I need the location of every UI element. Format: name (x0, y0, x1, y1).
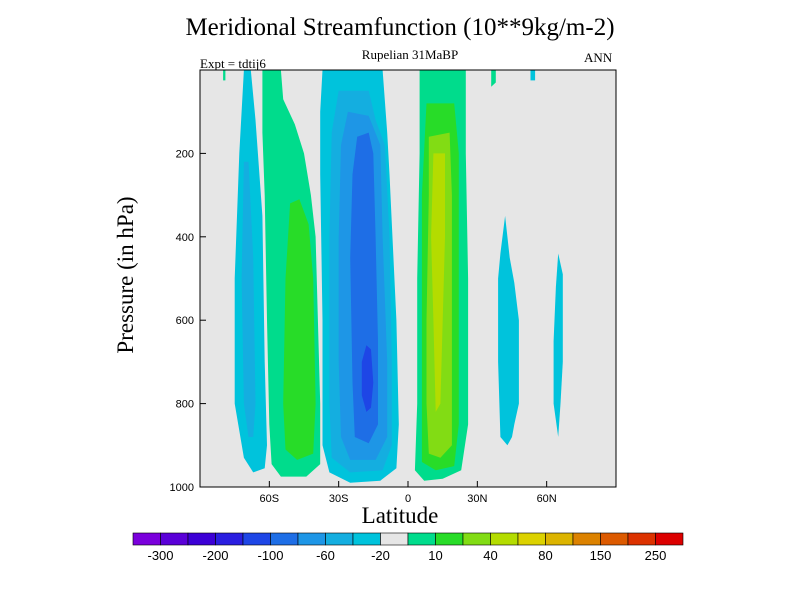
colorbar: -300 -200 -100 -60 -20 10 40 80 150 250 (132, 532, 684, 563)
y-tick-label: 1000 (170, 482, 194, 494)
y-tick-label: 800 (176, 399, 194, 411)
colorbar-label: 80 (538, 548, 552, 563)
colorbar-swatch (655, 532, 684, 546)
colorbar-label: -100 (257, 548, 283, 563)
colorbar-swatch (242, 532, 271, 546)
x-tick-label: 60N (537, 493, 557, 505)
contour-region-13 (491, 70, 496, 87)
colorbar-label: 40 (483, 548, 497, 563)
colorbar-swatch (435, 532, 464, 546)
colorbar-swatch (160, 532, 189, 546)
colorbar-swatch (297, 532, 326, 546)
colorbar-swatch (600, 532, 629, 546)
colorbar-swatch (215, 532, 244, 546)
x-tick-label: 0 (405, 493, 411, 505)
colorbar-swatch (352, 532, 381, 546)
y-tick-label: 400 (176, 232, 194, 244)
colorbar-swatch (462, 532, 491, 546)
contour-region-8 (361, 345, 374, 412)
colorbar-label: 250 (645, 548, 667, 563)
chart-title: Meridional Streamfunction (10**9kg/m-2) (185, 14, 615, 41)
colorbar-label: 150 (590, 548, 612, 563)
colorbar-swatch (545, 532, 574, 546)
colorbar-swatch (380, 532, 409, 546)
colorbar-label: -60 (316, 548, 335, 563)
axes-ticks: 60S 30S 0 30N 60N 200 400 600 800 1000 (170, 148, 557, 505)
contour-region-3 (283, 199, 316, 460)
y-tick-label: 600 (176, 315, 194, 327)
contour-region-17 (553, 253, 563, 437)
contour-regions (223, 70, 563, 483)
x-axis-label: Latitude (361, 503, 439, 528)
contour-region-14 (223, 70, 226, 81)
y-tick-label: 200 (176, 148, 194, 160)
x-tick-label: 60S (260, 493, 280, 505)
chart-subtitle: Rupelian 31MaBP (361, 47, 459, 62)
colorbar-label: -200 (202, 548, 228, 563)
colorbar-label: -20 (371, 548, 390, 563)
contour-region-16 (498, 215, 519, 446)
colorbar-swatch (572, 532, 601, 546)
colorbar-swatch (325, 532, 354, 546)
colorbar-swatch (517, 532, 546, 546)
colorbar-label: -300 (147, 548, 173, 563)
colorbar-swatch (132, 532, 161, 546)
colorbar-swatch (627, 532, 656, 546)
contour-region-15 (530, 70, 536, 81)
colorbar-swatch (407, 532, 436, 546)
x-tick-label: 30N (467, 493, 487, 505)
season-label: ANN (584, 50, 613, 65)
colorbar-swatch (490, 532, 519, 546)
contour-region-12 (431, 153, 445, 412)
colorbar-label: 10 (428, 548, 442, 563)
experiment-label: Expt = tdtij6 (200, 56, 266, 71)
contour-region-1 (241, 161, 256, 437)
colorbar-swatch (187, 532, 216, 546)
colorbar-swatch (270, 532, 299, 546)
x-tick-label: 30S (329, 493, 349, 505)
